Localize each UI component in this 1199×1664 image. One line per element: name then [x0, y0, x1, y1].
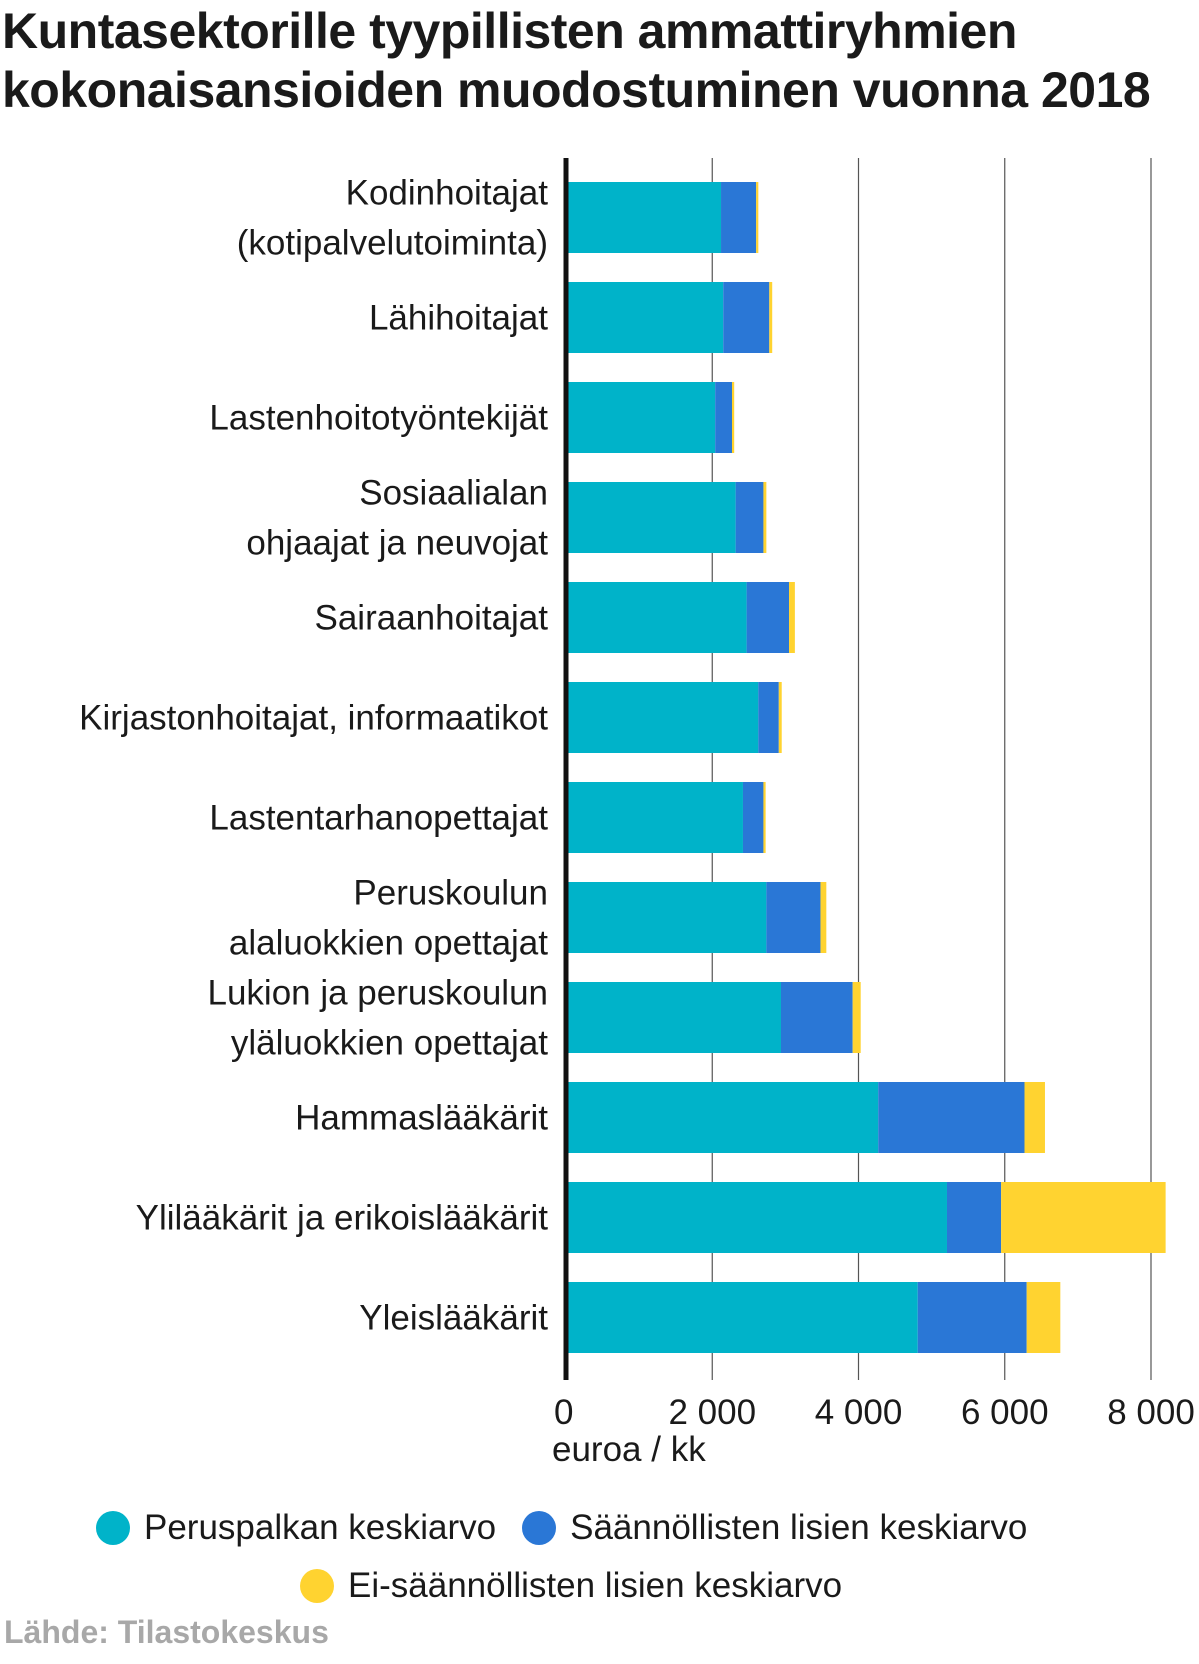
legend-item-ei-saannolliset-lisat: Ei-säännöllisten lisien keskiarvo	[300, 1566, 842, 1606]
bar-segment-1	[566, 382, 716, 453]
category-label: Peruskoulun alaluokkien opettajat	[229, 874, 548, 963]
legend-item-saannolliset-lisat: Säännöllisten lisien keskiarvo	[522, 1508, 1027, 1548]
bar-segment-1	[566, 682, 759, 753]
category-label: Lastentarhanopettajat	[209, 799, 548, 838]
bar-segment-1	[566, 782, 743, 853]
bar-segment-3	[1001, 1182, 1166, 1253]
category-label: Yleislääkärit	[359, 1299, 548, 1338]
category-label-line: Lähihoitajat	[369, 299, 548, 338]
category-label: Sosiaalialan ohjaajat ja neuvojat	[246, 474, 548, 563]
category-label: Hammaslääkärit	[295, 1099, 548, 1138]
bar-segment-1	[566, 1282, 918, 1353]
legend-dot-ei-saannolliset-lisat	[300, 1569, 334, 1603]
category-label: Lukion ja peruskoulun yläluokkien opettaj…	[207, 974, 548, 1063]
bar-segment-2	[780, 982, 853, 1053]
category-label-line: alaluokkien opettajat	[229, 924, 548, 963]
category-label-line: Lastentarhanopettajat	[209, 799, 548, 838]
chart-title: Kuntasektorille tyypillisten ammattiryhm…	[2, 2, 1197, 120]
category-label-line: Hammaslääkärit	[295, 1099, 548, 1138]
bar-segment-1	[566, 1182, 947, 1253]
chart-title-line-1: Kuntasektorille tyypillisten ammattiryhm…	[2, 3, 1017, 59]
category-label-line: Lastenhoitotyöntekijät	[209, 399, 548, 438]
bar-segment-3	[789, 582, 795, 653]
bar-segment-2	[721, 182, 757, 253]
category-label-line: Kirjastonhoitajat, informaatikot	[79, 699, 548, 738]
legend-row-1: Peruspalkan keskiarvo Säännöllisten lisi…	[96, 1508, 1053, 1548]
bar-segment-2	[917, 1282, 1027, 1353]
category-label-line: yläluokkien opettajat	[231, 1024, 548, 1063]
legend-dot-peruspalkka	[96, 1511, 130, 1545]
legend-row-2: Ei-säännöllisten lisien keskiarvo	[300, 1566, 868, 1606]
category-label-line: Kodinhoitajat	[346, 174, 549, 213]
bar-segment-1	[566, 982, 781, 1053]
bar-segment-2	[878, 1082, 1025, 1153]
bar-segment-3	[769, 282, 773, 353]
category-label: Sairaanhoitajat	[315, 599, 549, 638]
bar-segment-1	[566, 182, 722, 253]
legend-label: Peruspalkan keskiarvo	[144, 1508, 497, 1547]
bar-segment-3	[778, 682, 782, 753]
x-tick-label: 8 000	[1107, 1393, 1195, 1432]
category-label: Lähihoitajat	[369, 299, 548, 338]
bar-segment-3	[1026, 1282, 1061, 1353]
bar-segment-1	[566, 582, 747, 653]
legend-label: Ei-säännöllisten lisien keskiarvo	[348, 1566, 843, 1605]
category-label-line: Lukion ja peruskoulun	[207, 974, 548, 1013]
category-label: Ylilääkärit ja erikoislääkärit	[136, 1199, 549, 1238]
bar-segment-1	[566, 1082, 879, 1153]
category-label: Kodinhoitajat (kotipalvelutoiminta)	[237, 174, 549, 263]
category-label-line: ohjaajat ja neuvojat	[246, 524, 548, 563]
legend-item-peruspalkka: Peruspalkan keskiarvo	[96, 1508, 496, 1548]
bar-segment-2	[742, 782, 764, 853]
bar-segment-3	[756, 182, 759, 253]
x-tick-label: 2 000	[668, 1393, 756, 1432]
source-note: Lähde: Tilastokeskus	[4, 1614, 329, 1650]
bar-segment-2	[735, 482, 764, 553]
bar-segment-3	[820, 882, 827, 953]
bar-segment-1	[566, 882, 767, 953]
x-tick-label: 6 000	[961, 1393, 1049, 1432]
bar-segment-1	[566, 282, 724, 353]
category-label: Kirjastonhoitajat, informaatikot	[79, 699, 548, 738]
bar-segment-3	[763, 482, 767, 553]
bar-segment-2	[746, 582, 790, 653]
category-label-line: Yleislääkärit	[359, 1299, 548, 1338]
bar-segment-1	[566, 482, 736, 553]
chart-title-line-2: kokonaisansioiden muodostuminen vuonna 2…	[2, 62, 1151, 118]
bar-segment-3	[731, 382, 735, 453]
bar-segment-3	[852, 982, 861, 1053]
category-label-line: Peruskoulun	[353, 874, 548, 913]
legend-label: Säännöllisten lisien keskiarvo	[570, 1508, 1028, 1547]
x-tick-label: 4 000	[815, 1393, 903, 1432]
bar-segment-2	[946, 1182, 1002, 1253]
category-label: Lastenhoitotyöntekijät	[209, 399, 548, 438]
bar-segment-2	[766, 882, 821, 953]
bar-segment-2	[715, 382, 732, 453]
category-label-line: Sairaanhoitajat	[315, 599, 549, 638]
bar-segment-3	[1024, 1082, 1045, 1153]
legend-dot-saannolliset-lisat	[522, 1511, 557, 1545]
bar-segment-2	[758, 682, 779, 753]
category-label-line: Sosiaalialan	[359, 474, 548, 513]
bar-segment-3	[763, 782, 766, 853]
category-label-line: Ylilääkärit ja erikoislääkärit	[136, 1199, 549, 1238]
bar-segment-2	[723, 282, 770, 353]
x-tick-label: 0	[554, 1393, 573, 1432]
category-label-line: (kotipalvelutoiminta)	[237, 224, 548, 263]
x-axis-label: euroa / kk	[552, 1430, 706, 1469]
